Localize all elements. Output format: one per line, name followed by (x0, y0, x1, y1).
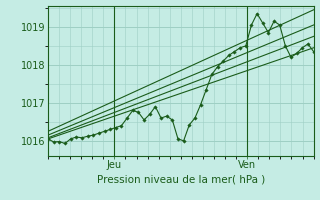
X-axis label: Pression niveau de la mer( hPa ): Pression niveau de la mer( hPa ) (97, 174, 265, 184)
